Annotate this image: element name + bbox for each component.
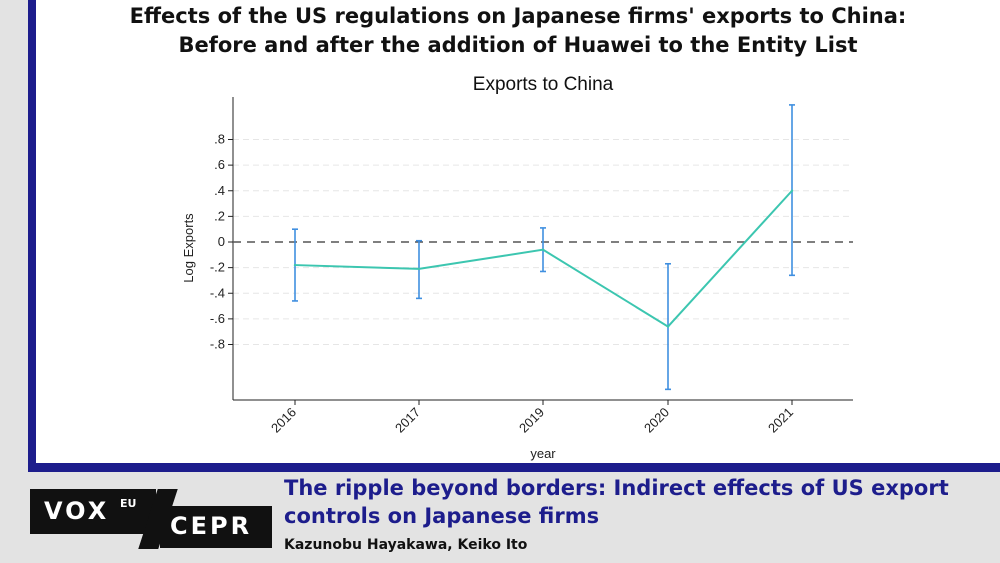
chart-panel: Effects of the US regulations on Japanes… — [36, 0, 1000, 463]
cepr-logo: CEPR — [160, 506, 272, 548]
headline: Effects of the US regulations on Japanes… — [36, 2, 1000, 60]
chart: Exports to China .8 .6 .4 .2 0 -.2 -.4 -.6 -.8 Log… — [181, 74, 853, 461]
data-point — [541, 248, 545, 251]
data-point — [293, 263, 297, 267]
y-tick-label: -.2 — [210, 260, 225, 275]
y-tick-label: -.6 — [210, 311, 225, 326]
cepr-logo-text: CEPR — [170, 512, 253, 540]
data-point — [666, 325, 670, 328]
headline-line-2: Before and after the addition of Huawei … — [178, 33, 858, 57]
y-tick-label: .6 — [214, 157, 225, 172]
y-axis-label: Log Exports — [181, 213, 196, 283]
x-tick-label: 2017 — [392, 405, 423, 436]
vox-logo-text: VOX — [44, 497, 110, 525]
data-point — [790, 189, 794, 192]
y-tick-label: -.4 — [210, 285, 225, 300]
x-tick-label: 2020 — [641, 405, 672, 436]
y-tick-label: .2 — [214, 208, 225, 223]
data-point — [417, 267, 421, 271]
vox-eu-logo: VOX EU — [30, 489, 156, 534]
x-axis-label: year — [530, 446, 556, 461]
x-tick-label: 2019 — [516, 405, 547, 436]
y-tick-label: .8 — [214, 132, 225, 147]
article-authors: Kazunobu Hayakawa, Keiko Ito — [284, 537, 528, 553]
x-tick-label: 2021 — [765, 405, 796, 436]
y-tick-label: -.8 — [210, 337, 225, 352]
x-tick-label: 2016 — [268, 405, 299, 436]
article-title[interactable]: The ripple beyond borders: Indirect effe… — [284, 476, 949, 528]
headline-line-1: Effects of the US regulations on Japanes… — [129, 4, 907, 28]
chart-title: Exports to China — [473, 74, 614, 95]
eu-logo-text: EU — [120, 497, 137, 510]
y-tick-label: 0 — [218, 234, 225, 249]
y-tick-label: .4 — [214, 183, 225, 198]
